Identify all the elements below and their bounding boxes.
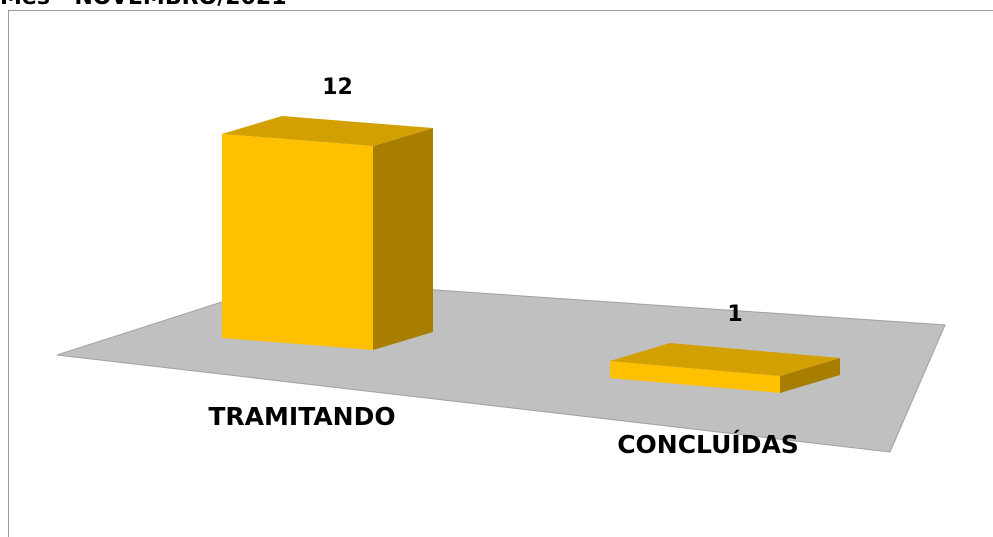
bar-top xyxy=(222,116,433,146)
chart-border xyxy=(8,10,993,537)
bar-front xyxy=(222,134,373,350)
category-label: TRAMITANDO xyxy=(208,402,395,431)
value-label: 1 xyxy=(727,302,742,327)
category-label: CONCLUÍDAS xyxy=(617,430,799,459)
bar-side xyxy=(780,358,840,393)
value-label: 12 xyxy=(322,75,353,100)
bar-front xyxy=(610,361,780,393)
chart-title: Mês - NOVEMBRO/2021 xyxy=(0,0,287,10)
bar-top xyxy=(610,343,840,376)
bar-side xyxy=(373,128,433,350)
